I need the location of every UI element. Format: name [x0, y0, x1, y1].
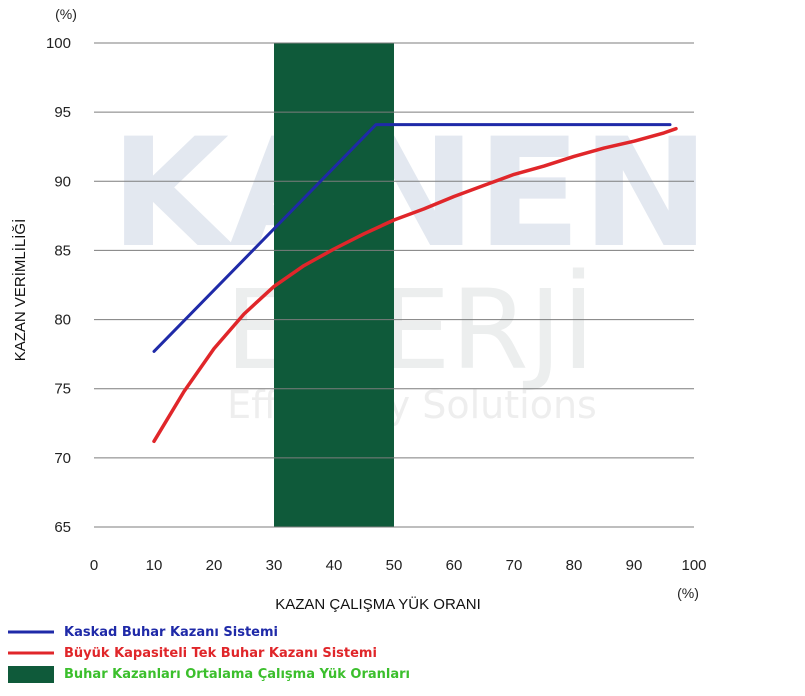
x-tick-label: 70: [506, 557, 523, 574]
x-tick-label: 50: [386, 557, 403, 574]
legend: Kaskad Buhar Kazanı Sistemi Büyük Kapasi…: [8, 622, 410, 685]
x-tick-label: 0: [90, 557, 98, 574]
legend-line-red: [8, 651, 54, 655]
legend-swatch-band: [8, 666, 54, 683]
series-line-single: [152, 126, 678, 444]
legend-item-band: Buhar Kazanları Ortalama Çalışma Yük Ora…: [8, 664, 410, 685]
x-tick-label: 60: [446, 557, 463, 574]
legend-item-cascade: Kaskad Buhar Kazanı Sistemi: [8, 622, 410, 643]
legend-line-blue: [8, 630, 54, 634]
y-unit-label: (%): [55, 6, 77, 22]
efficiency-chart: KANEN ENERJİ Efficiency Solutions 100959…: [11, 6, 710, 613]
x-tick-label: 80: [566, 557, 583, 574]
y-tick-label: 100: [46, 35, 71, 52]
legend-label-band: Buhar Kazanları Ortalama Çalışma Yük Ora…: [64, 667, 410, 682]
x-tick-label: 100: [681, 557, 706, 574]
x-tick-label: 40: [326, 557, 343, 574]
highlight-band: [274, 43, 394, 527]
y-tick-label: 85: [54, 242, 71, 259]
series-line-cascade: [152, 123, 672, 353]
y-axis-title: KAZAN VERİMLİLİĞİ: [11, 219, 29, 362]
legend-label-cascade: Kaskad Buhar Kazanı Sistemi: [64, 625, 278, 640]
x-tick-label: 20: [206, 557, 223, 574]
x-unit-label: (%): [677, 585, 699, 601]
y-tick-label: 70: [54, 450, 71, 467]
plot-area: 100 95 90 85 80 75 70 65 0 10 20 30 40 50 60 70 80 90 100 (…: [11, 6, 707, 613]
y-tick-label: 75: [54, 381, 71, 398]
watermark-line1: KANEN: [110, 107, 710, 281]
y-tick-label: 80: [54, 312, 71, 329]
watermark: KANEN ENERJİ Efficiency Solutions: [110, 107, 710, 427]
x-tick-label: 90: [626, 557, 643, 574]
x-axis-title: KAZAN ÇALIŞMA YÜK ORANI: [275, 595, 481, 613]
y-tick-label: 65: [54, 519, 71, 536]
y-tick-label: 90: [54, 173, 71, 190]
x-tick-label: 30: [266, 557, 283, 574]
legend-label-single: Büyük Kapasiteli Tek Buhar Kazanı Sistem…: [64, 646, 377, 661]
legend-item-single: Büyük Kapasiteli Tek Buhar Kazanı Sistem…: [8, 643, 410, 664]
x-tick-label: 10: [146, 557, 163, 574]
y-tick-label: 95: [54, 104, 71, 121]
